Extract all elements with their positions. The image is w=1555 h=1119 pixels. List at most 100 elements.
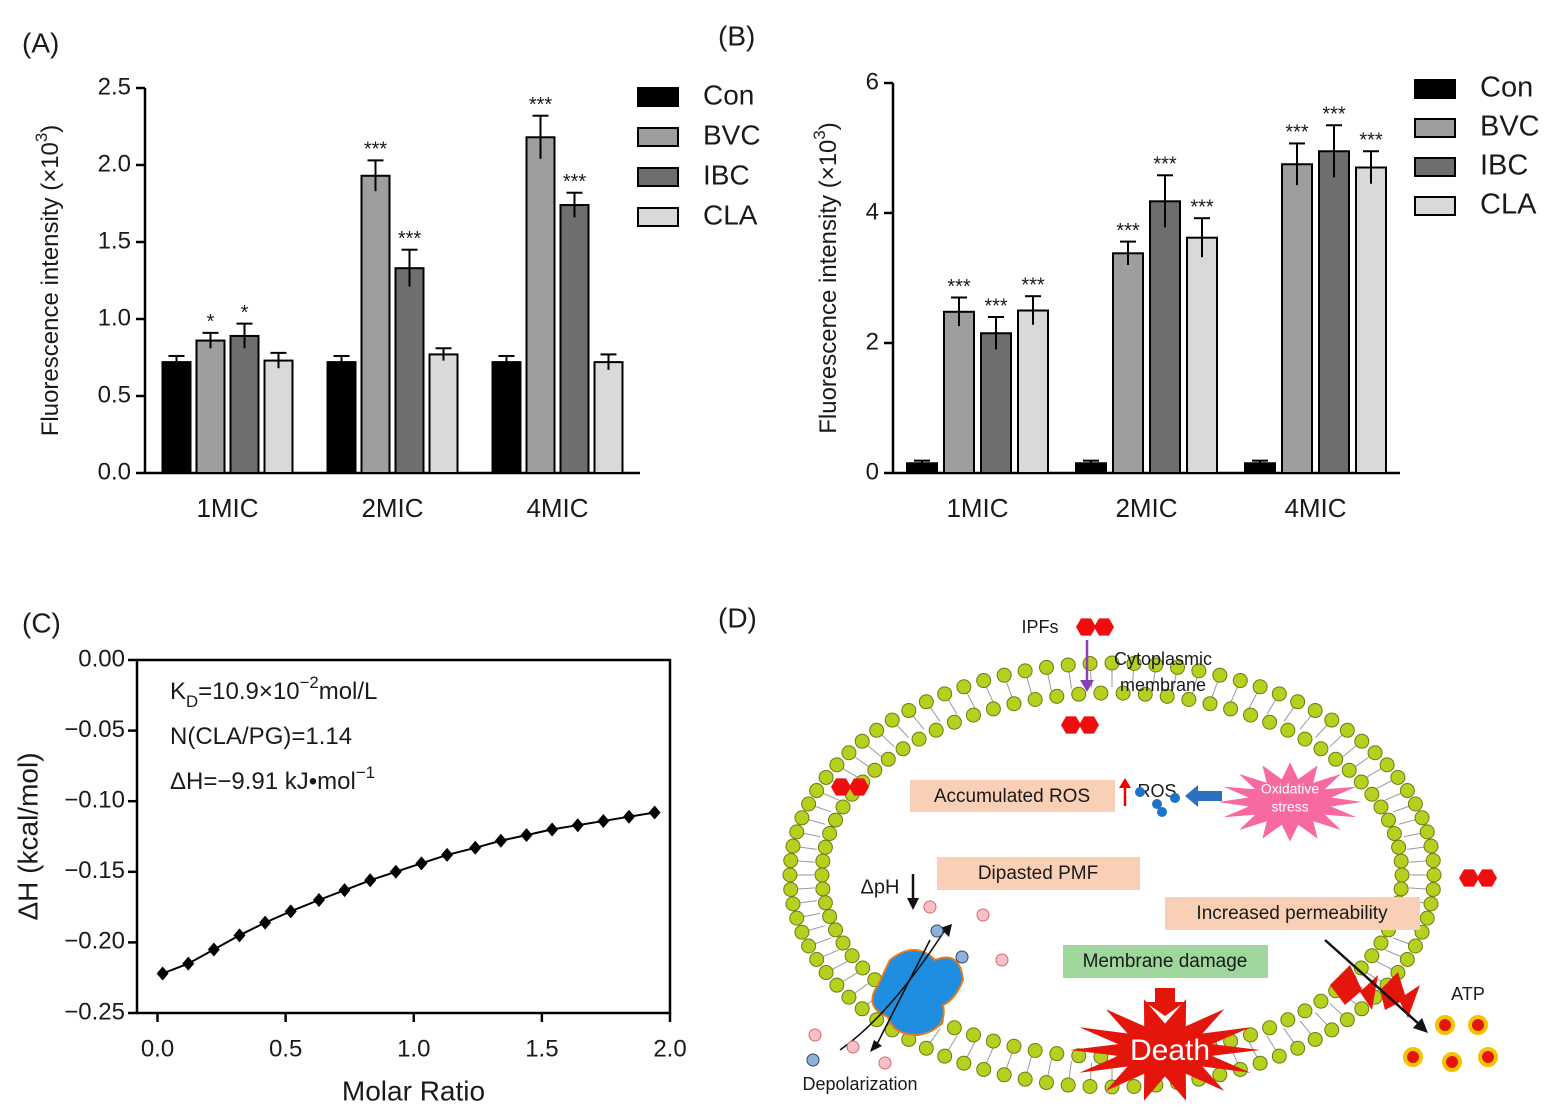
arrow-head	[1413, 1018, 1428, 1033]
y-axis-label: Fluorescence intensity (×103)	[32, 125, 64, 437]
lipid-head	[818, 769, 834, 785]
y-tick-label: 1.0	[98, 304, 131, 331]
lipid-head	[976, 673, 992, 689]
lipid-head	[1297, 731, 1313, 747]
arrow-head	[870, 1040, 882, 1052]
lipid-head	[937, 1048, 953, 1064]
lipid-head	[809, 783, 825, 799]
data-point	[415, 856, 428, 871]
lipid-head	[1006, 696, 1022, 712]
y-axis-label: Fluorescence intensity (×103)	[810, 122, 842, 434]
data-point	[623, 809, 635, 824]
x-tick-label: 2MIC	[1115, 493, 1177, 523]
legend-label: Con	[703, 79, 754, 110]
lipid-head	[1353, 960, 1369, 976]
lipid-head	[1307, 703, 1323, 719]
dot	[1135, 787, 1145, 797]
lipid-head	[783, 881, 799, 897]
lipid-head	[828, 812, 844, 828]
y-tick-label: 0.0	[98, 458, 131, 485]
dot	[1170, 793, 1180, 803]
data-point	[469, 840, 482, 855]
lipid-head	[801, 796, 817, 812]
data-point	[338, 883, 351, 898]
significance: ***	[1190, 196, 1214, 218]
arrow-head	[940, 924, 952, 937]
lipid-head	[1380, 812, 1396, 828]
label: Cytoplasmic	[1114, 649, 1212, 669]
ion	[955, 950, 969, 964]
significance: *	[241, 302, 249, 324]
lipid-head	[818, 965, 834, 981]
plot-frame	[135, 658, 672, 1015]
label: Oxidative	[1261, 781, 1320, 797]
x-tick-label: 1MIC	[196, 493, 258, 523]
text-segment: D	[186, 692, 198, 711]
lipid-head	[782, 867, 798, 883]
x-tick-label: 2.0	[653, 1035, 686, 1062]
legend-swatch	[637, 207, 679, 227]
bar	[559, 204, 590, 474]
bar	[1112, 252, 1144, 474]
y-tick-label: −0.20	[64, 928, 125, 955]
lipid-head	[828, 922, 844, 938]
lipid-head	[1353, 774, 1369, 790]
atp	[1468, 1015, 1488, 1035]
box-label: Dipasted PMF	[978, 863, 1098, 884]
lipid-head	[1038, 659, 1054, 675]
lipid-head	[1354, 1001, 1370, 1017]
lipid-head	[1423, 896, 1439, 912]
lipid-head	[1354, 733, 1370, 749]
label-box	[1165, 897, 1420, 930]
label: Death	[1130, 1034, 1210, 1067]
significance: ***	[529, 94, 553, 116]
ipf-molecule	[831, 778, 869, 796]
lipid-head	[1017, 663, 1033, 679]
y-tick-label: 6	[866, 68, 879, 95]
lipid-head	[1425, 853, 1441, 869]
y-tick-label: 2.0	[98, 150, 131, 177]
bar	[326, 361, 357, 474]
bar	[428, 353, 459, 475]
data-point	[546, 822, 559, 837]
bar	[263, 359, 294, 474]
text-segment: Fluorescence intensity (×10	[37, 142, 64, 436]
legend-label: Con	[1480, 72, 1533, 104]
lipid-head	[956, 1055, 972, 1071]
lipid-head	[1391, 839, 1407, 855]
mechanism-diagram: (D) Accumulated ROS Dipasted PMF Increas…	[718, 602, 1498, 1101]
lipid-head	[965, 707, 981, 723]
lipid-head	[1407, 796, 1423, 812]
bar	[1281, 163, 1313, 474]
lipid-head	[1419, 824, 1435, 840]
legend-swatch	[637, 167, 679, 187]
ion	[923, 900, 937, 914]
fit-line	[162, 811, 655, 975]
x-axis-label: Molar Ratio	[342, 1075, 485, 1106]
annotation: KD=10.9×10−2mol/L	[170, 673, 377, 711]
ion	[930, 924, 944, 938]
lipid-head	[783, 853, 799, 869]
lipid-head	[1082, 655, 1098, 671]
bar	[360, 174, 391, 474]
label-box	[1063, 945, 1268, 978]
lipid-head	[1271, 686, 1287, 702]
text-segment: 3	[32, 133, 51, 142]
lipid-head	[1060, 657, 1076, 673]
lipid-head	[822, 826, 838, 842]
lipid-head	[985, 1033, 1001, 1049]
data-point	[597, 813, 610, 828]
bar	[593, 361, 624, 474]
bar	[943, 310, 975, 474]
bar	[980, 332, 1012, 474]
lipid-head	[854, 1001, 870, 1017]
box-label: Membrane damage	[1083, 951, 1248, 972]
y-tick-label: −0.10	[64, 787, 125, 814]
lipid-head	[1280, 722, 1296, 738]
ions	[806, 900, 1009, 1070]
y-axis-label: ΔH (kcal/mol)	[12, 752, 43, 920]
legend-label: BVC	[1480, 111, 1540, 143]
lipid-head	[814, 867, 830, 883]
lipid-head	[1307, 1031, 1323, 1047]
